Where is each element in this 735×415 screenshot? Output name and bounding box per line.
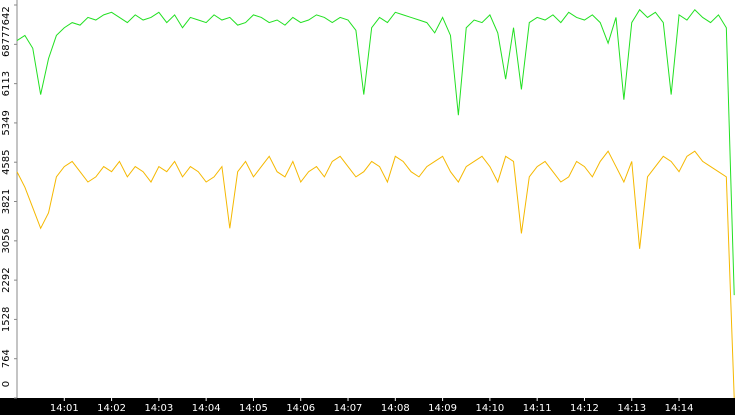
y-tick-label: 7642 [1,6,12,31]
y-tick-label: 0 [1,381,12,387]
x-axis-bar [0,398,735,415]
y-tick-label: 5349 [1,110,12,135]
x-tick-label: 14:06 [286,403,315,414]
y-tick-label: 1528 [1,307,12,332]
x-tick-label: 14:01 [50,403,79,414]
y-tick-label: 764 [1,349,12,368]
x-tick-label: 14:05 [239,403,268,414]
x-tick-label: 14:04 [192,403,221,414]
y-tick-label: 4585 [1,149,12,174]
x-tick-label: 14:02 [97,403,126,414]
y-tick-label: 6877 [1,32,12,57]
x-tick-label: 14:03 [144,403,173,414]
x-tick-label: 14:09 [428,403,457,414]
y-tick-label: 3821 [1,189,12,214]
x-tick-label: 14:14 [665,403,694,414]
y-tick-label: 3056 [1,228,12,253]
series-line [16,150,735,399]
series-line [16,8,735,296]
x-tick-label: 14:11 [523,403,552,414]
x-tick-label: 14:13 [617,403,646,414]
x-tick-label: 14:07 [334,403,363,414]
x-tick-label: 14:08 [381,403,410,414]
y-tick-label: 6113 [1,71,12,96]
x-tick-label: 14:10 [475,403,504,414]
x-tick-label: 14:12 [570,403,599,414]
y-tick-label: 2292 [1,267,12,292]
